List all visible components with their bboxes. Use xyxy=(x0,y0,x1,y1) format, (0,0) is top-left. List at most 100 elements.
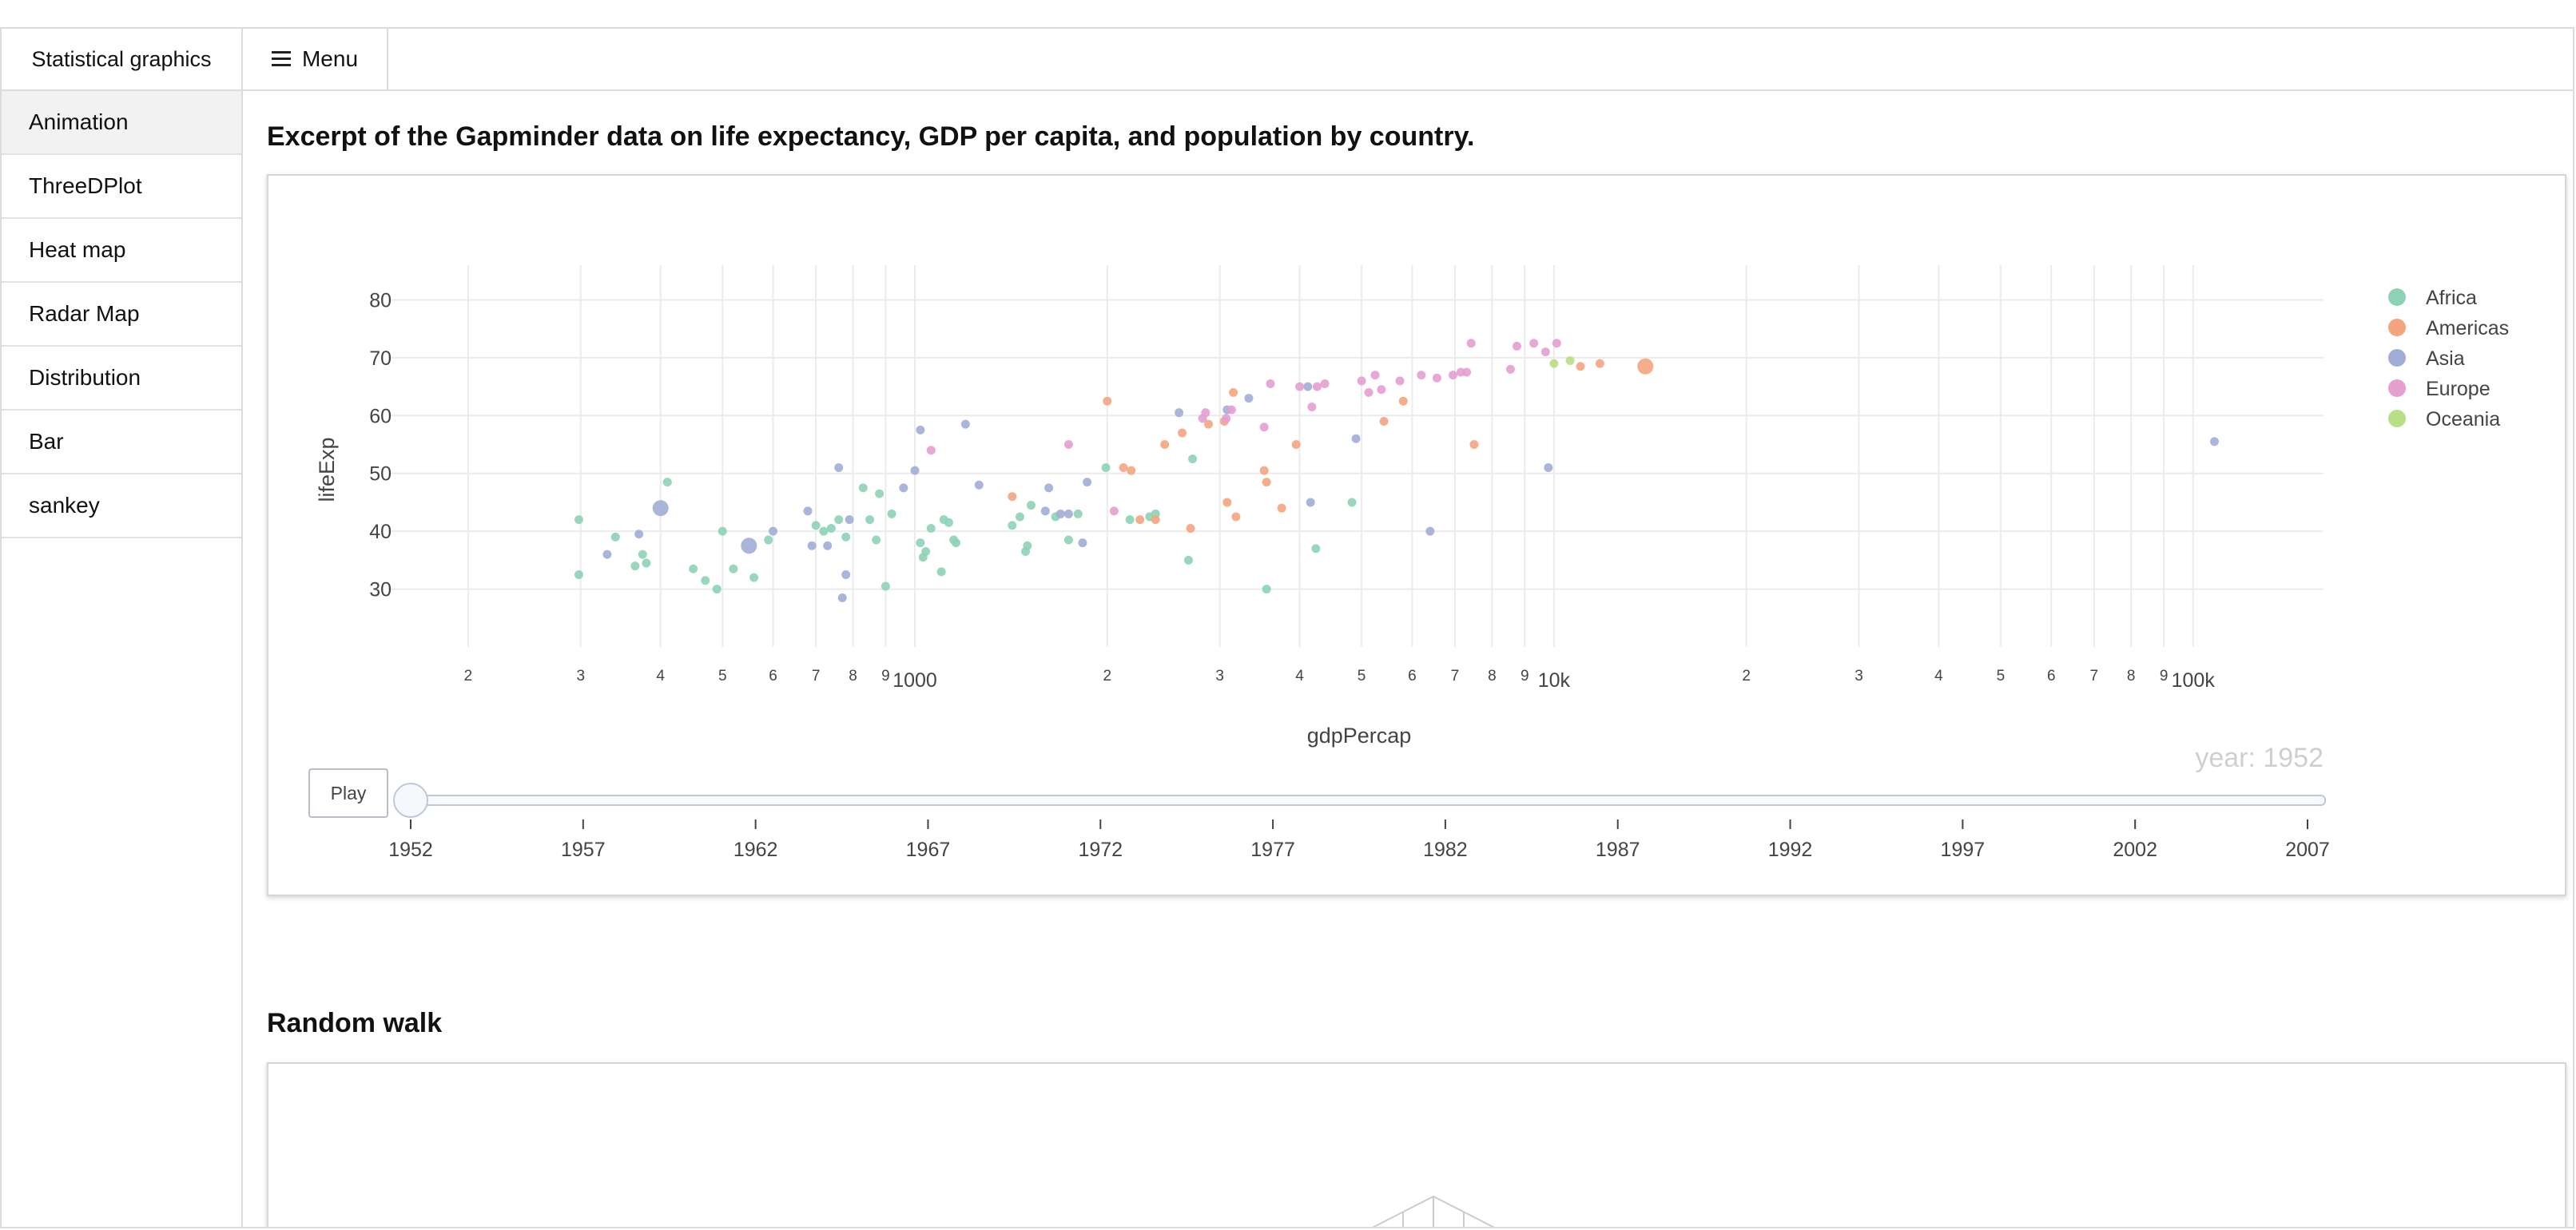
data-point-asia[interactable] xyxy=(916,425,925,434)
data-point-americas[interactable] xyxy=(1379,417,1389,427)
data-point-americas[interactable] xyxy=(1127,466,1136,475)
data-point-africa[interactable] xyxy=(1183,555,1193,565)
data-point-americas[interactable] xyxy=(1103,396,1112,406)
data-point-asia[interactable] xyxy=(1040,506,1050,516)
data-point-asia[interactable] xyxy=(1351,434,1361,443)
data-point-asia[interactable] xyxy=(1078,538,1087,548)
data-point-africa[interactable] xyxy=(834,515,844,525)
slider-year-label[interactable]: 1972 xyxy=(1078,839,1123,861)
data-point-americas[interactable] xyxy=(1637,358,1654,375)
data-point-asia[interactable] xyxy=(1306,498,1315,507)
data-point-asia[interactable] xyxy=(602,550,612,559)
sidebar-item-distribution[interactable]: Distribution xyxy=(2,347,241,411)
data-point-asia[interactable] xyxy=(807,541,817,550)
data-point-africa[interactable] xyxy=(1125,515,1135,525)
sidebar-item-heat-map[interactable]: Heat map xyxy=(2,219,241,283)
data-point-europe[interactable] xyxy=(1295,382,1305,391)
data-point-africa[interactable] xyxy=(1262,585,1271,594)
data-point-africa[interactable] xyxy=(718,526,727,536)
data-point-europe[interactable] xyxy=(1417,371,1426,380)
data-point-africa[interactable] xyxy=(875,489,885,498)
data-point-europe[interactable] xyxy=(1462,367,1472,377)
data-point-americas[interactable] xyxy=(1178,428,1187,438)
data-point-americas[interactable] xyxy=(1262,478,1271,487)
data-point-americas[interactable] xyxy=(1595,359,1604,368)
data-point-asia[interactable] xyxy=(1544,462,1553,472)
play-button[interactable]: Play xyxy=(308,768,388,818)
data-point-africa[interactable] xyxy=(630,561,640,571)
data-point-africa[interactable] xyxy=(749,573,759,582)
data-point-africa[interactable] xyxy=(1015,512,1024,522)
slider-year-label[interactable]: 1952 xyxy=(388,839,433,861)
data-point-asia[interactable] xyxy=(1083,478,1092,487)
data-point-americas[interactable] xyxy=(1231,512,1241,522)
slider-year-label[interactable]: 1987 xyxy=(1596,839,1640,861)
data-point-europe[interactable] xyxy=(926,446,936,455)
data-point-africa[interactable] xyxy=(662,478,672,487)
data-point-asia[interactable] xyxy=(2209,437,2219,446)
data-point-africa[interactable] xyxy=(841,532,851,542)
data-point-africa[interactable] xyxy=(936,567,946,577)
sidebar-item-bar[interactable]: Bar xyxy=(2,411,241,474)
data-point-asia[interactable] xyxy=(834,462,844,472)
data-point-americas[interactable] xyxy=(1119,462,1128,472)
sidebar-item-sankey[interactable]: sankey xyxy=(2,474,241,538)
sidebar-item-threedplot[interactable]: ThreeDPlot xyxy=(2,155,241,219)
data-point-africa[interactable] xyxy=(916,538,925,548)
data-point-europe[interactable] xyxy=(1109,506,1119,516)
data-point-europe[interactable] xyxy=(1505,364,1515,374)
data-point-africa[interactable] xyxy=(729,564,738,573)
legend-item-oceania[interactable]: Oceania xyxy=(2388,408,2500,430)
slider-year-label[interactable]: 1967 xyxy=(906,839,951,861)
data-point-europe[interactable] xyxy=(1364,387,1373,397)
data-point-africa[interactable] xyxy=(865,515,875,525)
slider-year-label[interactable]: 2002 xyxy=(2113,839,2157,861)
data-point-africa[interactable] xyxy=(887,509,896,518)
data-point-asia[interactable] xyxy=(1044,483,1054,493)
data-point-americas[interactable] xyxy=(1008,492,1017,502)
data-point-americas[interactable] xyxy=(1259,466,1269,475)
data-point-africa[interactable] xyxy=(1023,541,1032,550)
data-point-europe[interactable] xyxy=(1529,339,1539,348)
data-point-africa[interactable] xyxy=(701,576,710,585)
data-point-asia[interactable] xyxy=(803,506,813,516)
data-point-europe[interactable] xyxy=(1222,414,1231,423)
data-point-americas[interactable] xyxy=(1576,362,1585,371)
data-point-europe[interactable] xyxy=(1395,376,1405,386)
data-point-europe[interactable] xyxy=(1063,440,1073,450)
data-point-africa[interactable] xyxy=(944,518,953,527)
data-point-africa[interactable] xyxy=(881,581,890,591)
legend-item-africa[interactable]: Africa xyxy=(2388,287,2477,309)
data-point-europe[interactable] xyxy=(1552,339,1561,348)
data-point-asia[interactable] xyxy=(769,526,778,536)
data-point-europe[interactable] xyxy=(1466,339,1476,348)
random-walk-3d-chart[interactable] xyxy=(268,1064,2565,1228)
year-slider[interactable]: 1952 1957 1962 1967 1972 1977 1982 1987 1992 1997… xyxy=(388,783,2330,861)
data-point-europe[interactable] xyxy=(1432,373,1441,383)
gapminder-scatter-chart[interactable]: 2 3 4 5 6 7 8 9 1000 2 3 4 5 6 7 8 9 10k 2 3 4 5 6 7 8 9 100k 3040… xyxy=(268,176,2565,895)
data-point-africa[interactable] xyxy=(858,483,868,493)
data-point-africa[interactable] xyxy=(610,532,620,542)
data-point-africa[interactable] xyxy=(872,535,881,545)
data-point-asia[interactable] xyxy=(741,538,757,554)
slider-handle[interactable] xyxy=(393,783,428,818)
data-point-africa[interactable] xyxy=(921,547,931,556)
data-point-americas[interactable] xyxy=(1277,503,1286,513)
data-point-europe[interactable] xyxy=(1201,408,1210,418)
data-point-africa[interactable] xyxy=(1347,498,1357,507)
data-point-asia[interactable] xyxy=(910,466,920,475)
data-point-africa[interactable] xyxy=(1073,509,1083,518)
data-point-americas[interactable] xyxy=(1135,515,1145,525)
data-point-africa[interactable] xyxy=(926,524,936,534)
data-point-oceania[interactable] xyxy=(1549,359,1559,368)
slider-year-label[interactable]: 1957 xyxy=(561,839,606,861)
sidebar-item-radar-map[interactable]: Radar Map xyxy=(2,283,241,347)
data-point-asia[interactable] xyxy=(845,515,854,525)
slider-year-label[interactable]: 1962 xyxy=(733,839,778,861)
data-point-africa[interactable] xyxy=(689,564,698,573)
data-point-americas[interactable] xyxy=(1229,387,1238,397)
data-point-americas[interactable] xyxy=(1186,524,1195,534)
data-point-oceania[interactable] xyxy=(1565,356,1575,365)
data-point-africa[interactable] xyxy=(1188,454,1198,464)
legend-item-europe[interactable]: Europe xyxy=(2388,378,2491,400)
